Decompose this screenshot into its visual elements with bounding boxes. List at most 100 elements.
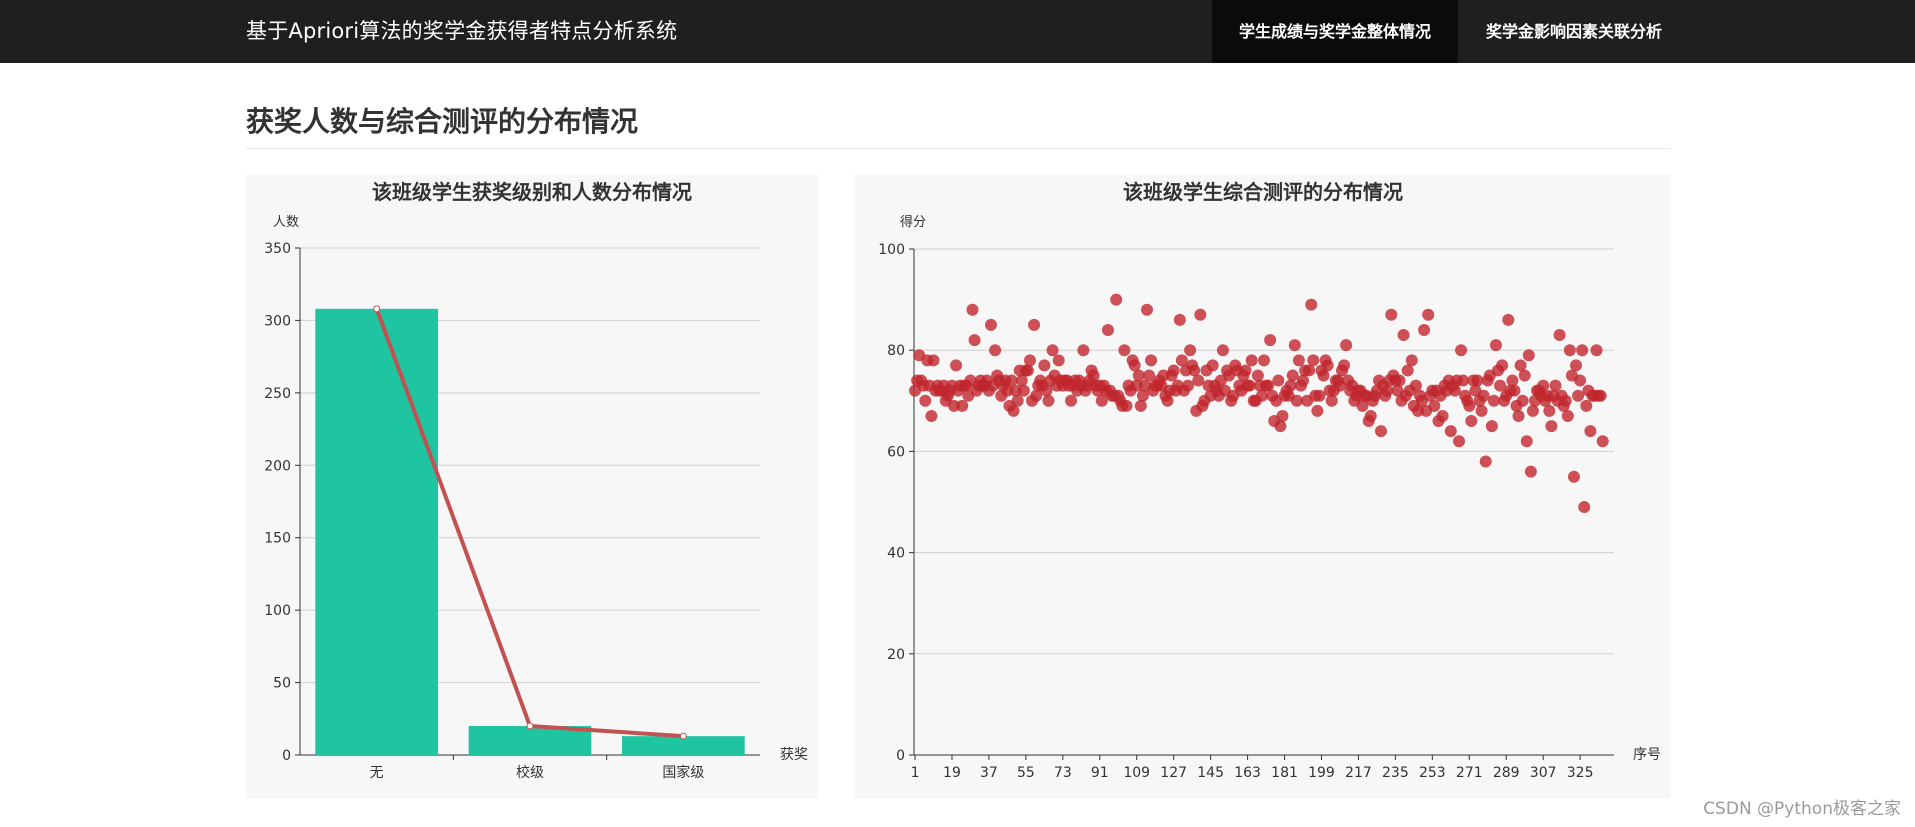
score-point bbox=[1272, 374, 1285, 387]
score-point bbox=[1428, 399, 1441, 412]
score-point bbox=[1005, 374, 1018, 387]
score-point bbox=[1572, 389, 1585, 402]
x-tick-label: 55 bbox=[1017, 765, 1035, 781]
x-tick-label: 37 bbox=[980, 765, 998, 781]
score-point bbox=[1297, 374, 1310, 387]
y-axis-label: 人数 bbox=[273, 215, 299, 230]
nav-tab-overall[interactable]: 学生成绩与奖学金整体情况 bbox=[1212, 0, 1458, 63]
score-point bbox=[1134, 399, 1147, 412]
score-point bbox=[1516, 394, 1529, 407]
score-point bbox=[1216, 344, 1229, 357]
score-point bbox=[1251, 369, 1264, 382]
x-tick-label: 73 bbox=[1054, 765, 1072, 781]
score-point bbox=[1401, 364, 1414, 377]
score-point bbox=[1457, 374, 1470, 387]
score-point bbox=[1017, 384, 1030, 397]
x-tick-label: 无 bbox=[370, 765, 384, 781]
score-point bbox=[1120, 399, 1133, 412]
nav-tab-association[interactable]: 奖学金影响因素关联分析 bbox=[1485, 22, 1662, 41]
y-tick-label: 80 bbox=[887, 343, 905, 359]
score-point bbox=[1042, 394, 1055, 407]
x-tick-label: 19 bbox=[943, 765, 961, 781]
bar bbox=[622, 736, 745, 755]
score-point bbox=[1110, 293, 1123, 306]
score-point bbox=[1030, 389, 1043, 402]
score-point bbox=[1192, 374, 1205, 387]
score-point bbox=[1576, 344, 1589, 357]
score-point bbox=[1545, 420, 1558, 433]
score-point bbox=[919, 394, 932, 407]
score-point bbox=[1132, 369, 1145, 382]
score-point bbox=[984, 318, 997, 331]
score-point bbox=[1021, 364, 1034, 377]
score-point bbox=[925, 409, 938, 422]
y-tick-label: 20 bbox=[887, 647, 905, 663]
score-point bbox=[1422, 308, 1435, 321]
x-tick-label: 199 bbox=[1308, 765, 1335, 781]
score-point bbox=[1001, 384, 1014, 397]
app-brand-title[interactable]: 基于Apriori算法的奖学金获得者特点分析系统 bbox=[246, 19, 678, 43]
score-point bbox=[1455, 344, 1468, 357]
score-point bbox=[1444, 425, 1457, 438]
score-point bbox=[1465, 415, 1478, 428]
score-point bbox=[1140, 303, 1153, 316]
score-point bbox=[1167, 364, 1180, 377]
score-point bbox=[1471, 374, 1484, 387]
score-point bbox=[1524, 465, 1537, 478]
score-point bbox=[1311, 404, 1324, 417]
chart-title: 该班级学生获奖级别和人数分布情况 bbox=[372, 180, 692, 204]
score-point bbox=[989, 344, 1002, 357]
score-point bbox=[1173, 313, 1186, 326]
score-point bbox=[968, 334, 981, 347]
score-point bbox=[1494, 379, 1507, 392]
score-point bbox=[1485, 420, 1498, 433]
score-point bbox=[1559, 394, 1572, 407]
score-point bbox=[1549, 379, 1562, 392]
score-point bbox=[1087, 369, 1100, 382]
score-point bbox=[966, 303, 979, 316]
y-tick-label: 250 bbox=[264, 386, 291, 402]
score-point bbox=[1023, 354, 1036, 367]
score-point bbox=[1157, 369, 1170, 382]
score-point bbox=[1512, 409, 1525, 422]
score-point bbox=[1288, 339, 1301, 352]
score-point bbox=[1038, 359, 1051, 372]
score-point bbox=[1243, 379, 1256, 392]
score-point bbox=[1284, 379, 1297, 392]
score-point bbox=[1290, 394, 1303, 407]
score-point bbox=[1077, 344, 1090, 357]
score-point bbox=[1375, 425, 1388, 438]
score-point bbox=[1411, 404, 1424, 417]
score-point bbox=[1520, 435, 1533, 448]
score-point bbox=[1385, 308, 1398, 321]
x-tick-label: 307 bbox=[1530, 765, 1557, 781]
x-tick-label: 145 bbox=[1197, 765, 1224, 781]
score-point bbox=[1046, 344, 1059, 357]
score-point bbox=[1184, 344, 1197, 357]
score-point bbox=[1340, 339, 1353, 352]
score-point bbox=[1479, 455, 1492, 468]
chart-title: 该班级学生综合测评的分布情况 bbox=[1123, 180, 1403, 204]
score-point bbox=[1264, 334, 1277, 347]
score-point bbox=[1007, 404, 1020, 417]
score-point bbox=[1487, 394, 1500, 407]
csdn-watermark: CSDN @Python极客之家 bbox=[1703, 799, 1901, 819]
score-point bbox=[1182, 379, 1195, 392]
score-point bbox=[1526, 404, 1539, 417]
y-tick-label: 100 bbox=[264, 603, 291, 619]
score-point bbox=[1317, 369, 1330, 382]
score-point bbox=[1405, 354, 1418, 367]
score-point bbox=[1028, 318, 1041, 331]
score-point bbox=[1594, 389, 1607, 402]
score-point bbox=[1574, 374, 1587, 387]
y-axis-label: 得分 bbox=[900, 214, 926, 230]
score-point bbox=[1537, 379, 1550, 392]
score-point bbox=[1578, 501, 1591, 514]
score-point bbox=[1040, 384, 1053, 397]
score-point bbox=[1418, 323, 1431, 336]
x-tick-label: 325 bbox=[1567, 765, 1594, 781]
page-title: 获奖人数与综合测评的分布情况 bbox=[246, 105, 639, 138]
score-point bbox=[1194, 308, 1207, 321]
score-point bbox=[1161, 394, 1174, 407]
